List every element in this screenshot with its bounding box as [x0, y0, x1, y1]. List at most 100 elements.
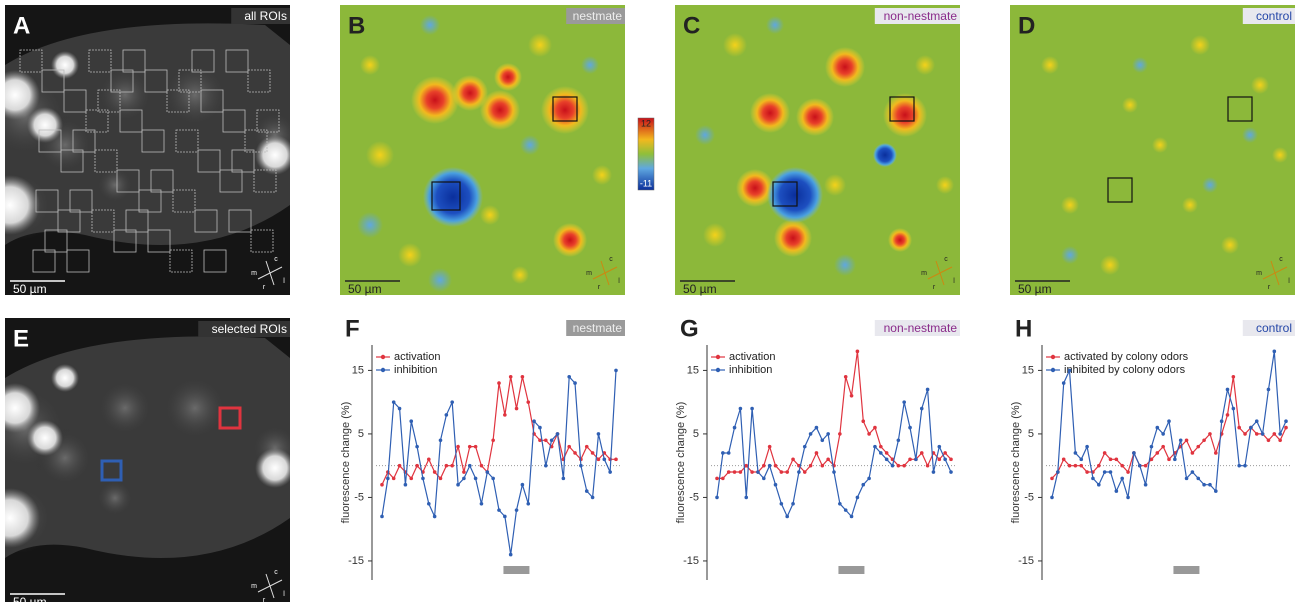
data-point: [497, 508, 501, 512]
data-point: [925, 463, 930, 468]
data-point: [715, 476, 719, 481]
data-point: [567, 444, 571, 449]
roi: [69, 189, 93, 213]
blue-spot: [695, 125, 715, 145]
data-point: [1249, 425, 1253, 430]
data-point: [503, 514, 507, 519]
data-point: [1190, 451, 1195, 455]
data-point: [902, 400, 906, 404]
data-point: [1114, 489, 1119, 493]
orient-label: m: [586, 270, 592, 277]
data-point: [931, 470, 936, 474]
data-point: [879, 444, 883, 449]
data-point: [879, 451, 883, 455]
roi: [35, 189, 59, 213]
data-point: [838, 432, 842, 436]
data-point: [432, 514, 437, 519]
roi: [44, 229, 68, 253]
data-point: [403, 482, 408, 487]
data-point: [1167, 419, 1171, 424]
scale-label: 50 µm: [13, 282, 47, 296]
data-point: [1149, 457, 1154, 462]
roi: [91, 209, 115, 233]
roi: [178, 69, 202, 93]
data-point: [1178, 438, 1183, 443]
data-point: [573, 451, 577, 455]
data-point: [785, 514, 789, 519]
roi: [32, 249, 56, 273]
orient-label: c: [1279, 256, 1283, 263]
legend-label: activation: [394, 351, 440, 363]
data-point: [1079, 463, 1084, 468]
panel-letter: C: [683, 12, 700, 39]
data-point: [732, 425, 737, 430]
roi: [175, 129, 199, 153]
data-point: [438, 476, 443, 481]
data-point: [925, 387, 930, 392]
data-point: [520, 482, 525, 487]
orient-label: r: [1268, 284, 1271, 291]
data-point: [914, 457, 918, 462]
roi: [244, 129, 268, 153]
roi: [191, 49, 215, 73]
yellow-spot: [1122, 97, 1138, 113]
roi: [231, 149, 255, 173]
data-point: [867, 432, 871, 436]
orient-axis: [265, 573, 275, 599]
roi: [203, 249, 227, 273]
y-tick-label: 15: [1022, 364, 1034, 376]
data-point: [1061, 457, 1066, 462]
data-point: [450, 400, 455, 404]
blob: [160, 373, 230, 443]
legend-marker: [1050, 354, 1056, 360]
data-point: [1155, 451, 1160, 455]
orient-label: l: [283, 278, 285, 285]
roi: [88, 49, 112, 73]
data-point: [767, 463, 772, 468]
data-point: [820, 438, 825, 443]
orient-label: m: [251, 270, 257, 277]
roi: [225, 49, 249, 73]
bright-blob: [51, 51, 79, 79]
data-point: [849, 514, 854, 519]
activation-spot: [796, 98, 834, 136]
data-point: [855, 349, 860, 354]
data-point: [532, 419, 536, 424]
tag-bg: [198, 321, 290, 337]
yellow-spot: [480, 205, 500, 225]
data-point: [843, 508, 848, 512]
data-point: [450, 463, 455, 468]
series-line: [381, 376, 616, 485]
roi: [431, 181, 461, 211]
roi: [57, 209, 81, 233]
data-point: [1272, 349, 1277, 354]
data-point: [1272, 432, 1277, 436]
data-point: [779, 501, 784, 506]
panel-tag: control: [1256, 9, 1292, 23]
roi: [166, 89, 190, 113]
data-point: [1149, 444, 1154, 449]
activation-spot: [888, 228, 912, 252]
data-point: [491, 476, 495, 481]
yellow-spot: [360, 55, 380, 75]
roi: [772, 181, 798, 207]
roi: [116, 169, 140, 193]
data-point: [779, 470, 784, 474]
roi: [253, 169, 277, 193]
data-point: [814, 451, 819, 455]
activation-spot: [736, 169, 774, 207]
data-point: [456, 482, 460, 487]
data-point: [1254, 419, 1259, 424]
data-point: [497, 381, 501, 385]
roi: [150, 169, 174, 193]
data-point: [479, 501, 484, 506]
data-point: [773, 482, 778, 487]
legend-marker: [715, 354, 721, 360]
data-point: [1050, 476, 1054, 481]
orient-label: l: [953, 278, 955, 285]
data-point: [421, 476, 425, 481]
data-point: [391, 476, 396, 481]
data-point: [380, 482, 384, 487]
